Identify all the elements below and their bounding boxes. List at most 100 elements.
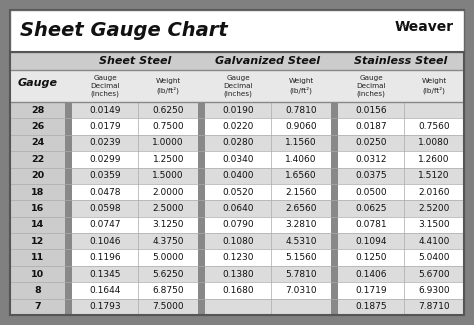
Bar [10,52,65,315]
Text: Sheet Steel: Sheet Steel [99,56,171,66]
Text: Weight
(lb/ft²): Weight (lb/ft²) [289,78,314,94]
Text: 0.9060: 0.9060 [285,122,317,131]
Text: Weight
(lb/ft²): Weight (lb/ft²) [155,78,181,94]
Text: 0.0190: 0.0190 [222,106,254,115]
Bar [72,151,198,168]
Text: 0.6250: 0.6250 [153,106,184,115]
Bar [72,184,198,200]
Text: 0.1644: 0.1644 [90,286,121,295]
Text: 0.0179: 0.0179 [89,122,121,131]
Text: 0.0220: 0.0220 [222,122,254,131]
Text: 24: 24 [31,138,44,148]
Text: 7.0310: 7.0310 [285,286,317,295]
Bar [72,168,198,184]
Text: 3.1250: 3.1250 [153,220,184,229]
Text: 0.1250: 0.1250 [356,253,387,262]
Text: 1.5000: 1.5000 [153,171,184,180]
Text: 0.0149: 0.0149 [90,106,121,115]
Text: 0.1230: 0.1230 [222,253,254,262]
Text: 0.0280: 0.0280 [222,138,254,148]
Text: Weight
(lb/ft²): Weight (lb/ft²) [421,78,447,94]
Bar [338,217,464,233]
Text: 0.7560: 0.7560 [419,122,450,131]
Bar [338,299,464,315]
Text: 3.1500: 3.1500 [419,220,450,229]
Text: 7.5000: 7.5000 [153,302,184,311]
Text: 0.7810: 0.7810 [285,106,317,115]
Text: 28: 28 [31,106,44,115]
Bar [338,200,464,217]
Bar [331,52,338,315]
Text: 0.1196: 0.1196 [89,253,121,262]
Bar [72,233,198,250]
Text: 0.0747: 0.0747 [90,220,121,229]
Text: Gauge
Decimal
(inches): Gauge Decimal (inches) [91,75,120,97]
Bar [10,52,464,70]
Bar [10,10,464,52]
Text: 4.4100: 4.4100 [419,237,450,246]
Text: —: — [399,21,407,31]
Bar [205,118,331,135]
Bar [205,282,331,299]
Bar [72,282,198,299]
Text: 1.2500: 1.2500 [153,155,184,164]
Text: 0.1345: 0.1345 [90,269,121,279]
Text: 5.7810: 5.7810 [285,269,317,279]
Bar [338,118,464,135]
Text: 0.0312: 0.0312 [356,155,387,164]
Bar [205,250,331,266]
Text: 26: 26 [31,122,44,131]
Text: 0.0340: 0.0340 [222,155,254,164]
Text: 0.1380: 0.1380 [222,269,254,279]
Text: Gauge
Decimal
(inches): Gauge Decimal (inches) [356,75,386,97]
Bar [338,282,464,299]
Bar [338,168,464,184]
Bar [205,217,331,233]
Text: 12: 12 [31,237,44,246]
Text: 6.8750: 6.8750 [153,286,184,295]
Text: 0.1875: 0.1875 [356,302,387,311]
Text: 22: 22 [31,155,44,164]
Text: 1.2600: 1.2600 [419,155,450,164]
Text: 0.0187: 0.0187 [356,122,387,131]
Text: 2.1560: 2.1560 [285,188,317,197]
Text: 11: 11 [31,253,44,262]
Text: 0.1046: 0.1046 [90,237,121,246]
Text: 7: 7 [34,302,41,311]
Text: 0.0500: 0.0500 [356,188,387,197]
Text: Gauge: Gauge [18,78,57,88]
Bar [205,200,331,217]
Text: 2.5000: 2.5000 [153,204,184,213]
Bar [338,250,464,266]
Text: 0.1793: 0.1793 [89,302,121,311]
Text: Sheet Gauge Chart: Sheet Gauge Chart [20,21,228,41]
Text: 0.0239: 0.0239 [90,138,121,148]
Bar [72,135,198,151]
Text: 0.0359: 0.0359 [89,171,121,180]
Text: 2.6560: 2.6560 [285,204,317,213]
Bar [338,151,464,168]
Text: 6.9300: 6.9300 [419,286,450,295]
Text: 0.1680: 0.1680 [222,286,254,295]
Bar [338,135,464,151]
Text: 1.6560: 1.6560 [285,171,317,180]
Text: 0.0790: 0.0790 [222,220,254,229]
Text: 16: 16 [31,204,44,213]
Bar [72,250,198,266]
Bar [338,233,464,250]
Bar [205,102,331,118]
Text: 5.1560: 5.1560 [285,253,317,262]
Text: 0.0375: 0.0375 [356,171,387,180]
Text: 0.0625: 0.0625 [356,204,387,213]
Bar [72,299,198,315]
Text: 2.5200: 2.5200 [419,204,450,213]
Text: 5.0400: 5.0400 [419,253,450,262]
Bar [338,184,464,200]
Text: 7.8710: 7.8710 [419,302,450,311]
Text: 18: 18 [31,188,44,197]
Text: 5.6250: 5.6250 [153,269,184,279]
Text: 14: 14 [31,220,44,229]
Bar [72,118,198,135]
Text: 0.1080: 0.1080 [222,237,254,246]
Text: 0.0520: 0.0520 [222,188,254,197]
